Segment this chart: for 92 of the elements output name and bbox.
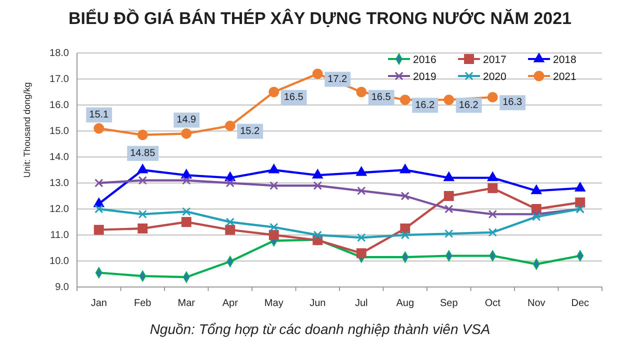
point	[182, 176, 191, 185]
point	[138, 210, 147, 219]
point	[313, 181, 322, 190]
point	[356, 166, 367, 176]
point	[444, 229, 454, 238]
point	[268, 230, 279, 240]
data-label: 17.2	[328, 74, 348, 85]
y-tick-label: 12.0	[50, 204, 70, 216]
y-tick-label: 9.0	[55, 282, 70, 294]
legend-label: 2018	[553, 54, 577, 66]
data-label: 14.85	[130, 148, 156, 159]
point	[444, 94, 454, 106]
y-tick-label: 11.0	[50, 230, 70, 242]
point	[488, 210, 497, 219]
x-tick-label: May	[264, 298, 284, 310]
point	[356, 86, 367, 98]
point	[357, 186, 366, 196]
x-tick-label: Oct	[484, 298, 501, 310]
data-label: 15.1	[89, 109, 110, 120]
x-tick-label: Jul	[354, 298, 368, 310]
point	[226, 218, 234, 226]
point	[312, 68, 323, 80]
point	[224, 120, 236, 132]
data-label: 16.5	[284, 92, 304, 103]
point	[138, 176, 147, 185]
point	[94, 123, 104, 134]
legend-label: 2019	[413, 71, 437, 83]
point	[225, 224, 236, 235]
point	[531, 184, 542, 194]
point	[270, 181, 278, 190]
point	[137, 164, 148, 174]
data-label: 16.3	[502, 97, 523, 108]
data-label: 14.9	[176, 114, 197, 126]
chart-title: BIỂU ĐỒ GIÁ BÁN THÉP XÂY DỰNG TRONG NƯỚC NĂM 2021	[68, 8, 572, 28]
point	[400, 164, 410, 174]
point	[268, 164, 280, 174]
legend-label: 2021	[553, 71, 577, 83]
point	[312, 169, 323, 178]
point	[181, 128, 192, 139]
data-label: 16.2	[458, 100, 479, 111]
point	[400, 230, 410, 240]
x-tick-label: Feb	[134, 298, 152, 310]
data-label: 16.5	[371, 92, 392, 103]
x-tick-label: Aug	[396, 298, 414, 310]
point	[488, 183, 498, 194]
point	[268, 86, 280, 98]
point	[574, 182, 586, 192]
y-tick-label: 18.0	[50, 48, 70, 60]
point	[357, 233, 366, 242]
point	[400, 94, 410, 106]
point	[94, 204, 104, 214]
x-tick-label: Dec	[571, 298, 590, 310]
point	[270, 222, 278, 232]
data-label: 16.2	[415, 100, 436, 111]
y-tick-label: 10.0	[50, 256, 70, 268]
legend-label: 2016	[413, 54, 437, 66]
x-tick-label: Nov	[527, 298, 546, 310]
point	[94, 178, 104, 188]
x-tick-label: Sep	[440, 298, 458, 310]
y-tick-label: 14.0	[50, 152, 70, 164]
legend-label: 2020	[483, 71, 507, 83]
point	[487, 172, 498, 182]
point	[488, 228, 497, 237]
point	[313, 230, 322, 240]
y-axis-title: Unit: Thousand dong/kg	[22, 82, 32, 178]
point	[400, 224, 410, 234]
point	[182, 207, 191, 216]
point	[356, 248, 366, 258]
point	[94, 224, 104, 235]
point	[181, 217, 192, 227]
point	[444, 204, 454, 214]
point	[444, 191, 454, 201]
x-tick-label: Mar	[178, 298, 196, 310]
point	[487, 92, 498, 102]
x-tick-label: Apr	[222, 298, 239, 310]
point	[226, 178, 234, 188]
y-tick-label: 15.0	[50, 126, 70, 138]
point	[575, 198, 586, 208]
text: Nguồn: Tổng hợp từ các doanh nghiệp thành viên VSA	[150, 321, 490, 337]
point	[137, 130, 148, 140]
point	[444, 172, 454, 182]
point	[532, 210, 541, 219]
x-tick-label: Jan	[90, 298, 107, 310]
legend-label: 2017	[483, 54, 507, 66]
point	[138, 224, 148, 234]
y-tick-label: 16.0	[50, 100, 70, 112]
y-tick-label: 13.0	[50, 178, 70, 190]
data-label: 15.2	[240, 126, 260, 137]
point	[400, 192, 410, 200]
x-tick-label: Jun	[310, 298, 326, 310]
point	[532, 212, 541, 222]
y-tick-label: 17.0	[50, 74, 70, 86]
